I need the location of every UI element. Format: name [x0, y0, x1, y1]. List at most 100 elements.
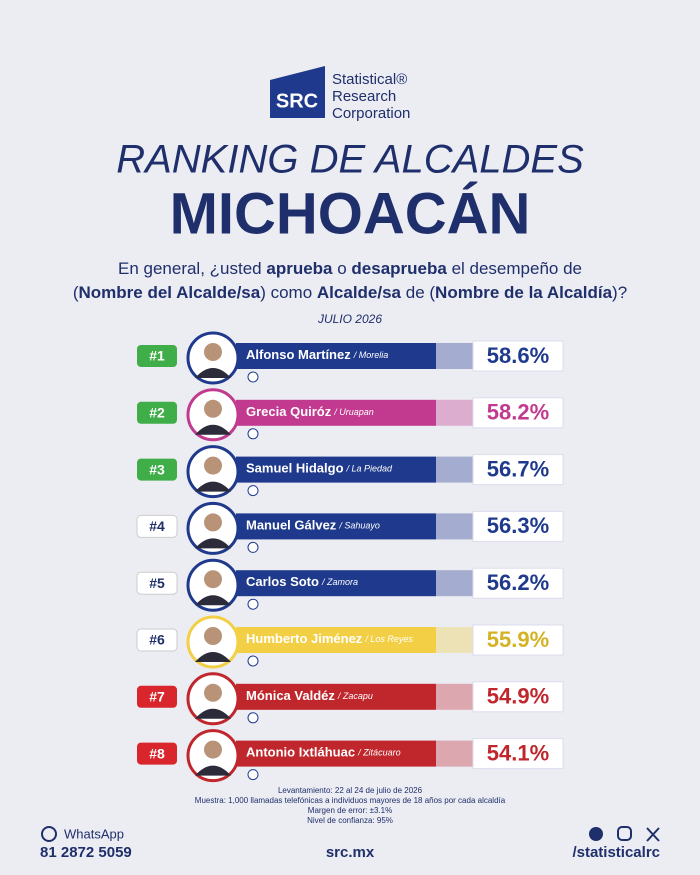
photo-head	[204, 399, 222, 418]
candidate-city: / Zamora	[321, 578, 358, 588]
percent-box	[472, 567, 564, 599]
logo: SRC Statistical® Research Corporation	[270, 66, 410, 122]
party-badge	[247, 712, 259, 724]
question-line: (Nombre del Alcalde/sa) como Alcalde/sa …	[73, 283, 627, 302]
question-part: Nombre del Alcalde/sa	[79, 283, 261, 302]
rank-badge	[136, 514, 178, 538]
rank-badge	[137, 345, 177, 367]
party-badge	[247, 428, 259, 440]
rank-badge	[137, 458, 177, 481]
party-badge	[247, 541, 259, 553]
candidate: Humberto Jiménez / Los Reyes	[246, 631, 413, 646]
percent: 58.2%	[487, 400, 549, 425]
photo-body	[195, 708, 231, 719]
photo-body	[195, 424, 231, 435]
question-part: ) como	[260, 283, 317, 302]
photo-head	[204, 343, 222, 361]
percent: 54.1%	[487, 740, 549, 765]
facebook-icon[interactable]	[589, 827, 603, 841]
question-part: de (	[401, 283, 435, 302]
percent-box	[472, 681, 564, 713]
photo-body	[195, 538, 231, 549]
candidate-city: / Uruapan	[333, 407, 374, 417]
photo-body	[195, 368, 231, 378]
percent: 55.9%	[487, 627, 549, 652]
question-part: desaprueba	[351, 259, 447, 278]
percent-box	[472, 397, 564, 429]
bar-extension	[436, 627, 473, 653]
logo-line: Corporation	[332, 105, 410, 122]
bar-extension	[436, 343, 473, 369]
period: JULIO 2026	[317, 312, 382, 326]
candidate-city: / La Piedad	[346, 464, 394, 474]
rank: #4	[149, 518, 165, 534]
percent-box	[472, 624, 564, 656]
title: RANKING DE ALCALDES	[116, 138, 584, 182]
party-badge	[247, 598, 259, 610]
party-badge	[247, 655, 259, 667]
candidate-name: Samuel Hidalgo	[246, 461, 344, 476]
candidate-name: Alfonso Martínez	[246, 347, 351, 362]
rank: #8	[149, 745, 165, 761]
photo-body	[195, 652, 231, 662]
rank-badge	[137, 685, 177, 708]
percent: 56.7%	[487, 456, 549, 481]
name-bar	[236, 570, 436, 597]
name-bar	[236, 456, 436, 483]
rank: #3	[149, 461, 165, 477]
logo-line: Statistical®	[332, 71, 407, 88]
x-icon[interactable]	[646, 827, 660, 842]
photo-head	[204, 456, 222, 475]
bar-extension	[436, 570, 473, 597]
candidate-city: / Zacapu	[337, 691, 373, 701]
percent: 56.2%	[487, 570, 549, 595]
candidate-name: Carlos Soto	[246, 575, 319, 590]
method-line: Muestra: 1,000 llamadas telefónicas a in…	[195, 796, 506, 805]
candidate: Carlos Soto / Zamora	[246, 575, 358, 590]
method-line: Nivel de confianza: 95%	[307, 816, 393, 825]
question-part: )?	[612, 283, 627, 302]
name-bar	[236, 343, 436, 369]
methodology: Levantamiento: 22 al 24 de julio de 2026…	[195, 786, 506, 825]
candidate-city: / Sahuayo	[338, 521, 380, 531]
logo-mark: SRC	[276, 90, 318, 112]
rank-badge	[137, 401, 177, 424]
percent-box	[472, 510, 564, 542]
logo-line: Research	[332, 88, 396, 105]
photo-body	[195, 765, 231, 776]
photo-head	[204, 683, 222, 702]
bar-extension	[436, 683, 473, 710]
ranking-row: #4 56.3% Manuel Gálvez / Sahuayo	[136, 501, 564, 555]
candidate: Mónica Valdéz / Zacapu	[246, 688, 373, 703]
ranking-row: #8 54.1% Antonio Ixtláhuac / Zitácuaro	[137, 729, 564, 783]
candidate: Samuel Hidalgo / La Piedad	[246, 461, 393, 476]
photo-head	[204, 570, 222, 589]
bar-extension	[436, 740, 473, 767]
rank-badge	[137, 742, 177, 765]
question-part: Alcalde/sa	[317, 283, 402, 302]
percent-box	[472, 738, 564, 770]
website[interactable]: src.mx	[326, 844, 375, 861]
name-bar	[236, 627, 436, 653]
ranking-row: #3 56.7% Samuel Hidalgo / La Piedad	[137, 445, 564, 499]
percent: 58.6%	[487, 343, 549, 368]
candidate-name: Antonio Ixtláhuac	[246, 745, 355, 760]
question-line: En general, ¿usted aprueba o desaprueba …	[118, 259, 582, 278]
party-badge	[247, 371, 259, 383]
whatsapp-label: WhatsApp	[64, 826, 124, 841]
social-icons	[589, 826, 660, 842]
bar-extension	[436, 399, 473, 426]
bar-extension	[436, 513, 473, 540]
candidate-city: / Zitácuaro	[357, 748, 401, 758]
instagram-icon[interactable]	[617, 826, 632, 841]
logo-box	[270, 66, 325, 118]
ranking-row: #7 54.9% Mónica Valdéz / Zacapu	[137, 672, 564, 726]
social-handle: /statisticalrc	[572, 844, 660, 861]
ranking-row: #1 58.6% Alfonso Martínez / Morelia	[137, 331, 564, 385]
question-part: el desempeño de	[447, 259, 582, 278]
state: MICHOACÁN	[170, 181, 531, 246]
candidate: Grecia Quiróz / Uruapan	[246, 404, 374, 419]
photo-body	[195, 595, 231, 606]
